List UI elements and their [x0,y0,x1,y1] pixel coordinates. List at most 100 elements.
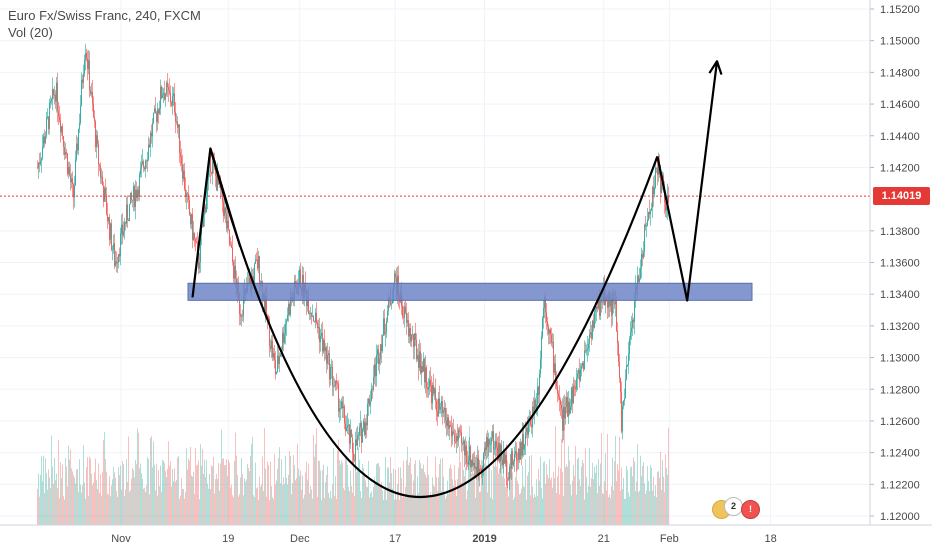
candle-body [420,351,421,373]
candle-body [361,423,362,443]
candle-body [480,468,481,470]
volume-bar [127,482,128,525]
candle-body [417,355,418,360]
drawings-layer[interactable] [191,60,723,499]
volume-bar [123,464,124,525]
price-axis-label: 1.12400 [880,448,920,460]
candle-body [217,173,218,191]
support-zone-layer[interactable] [187,282,753,301]
candle-body [98,144,99,165]
candle-body [162,94,163,99]
candle-body [435,388,436,401]
candle-body [101,176,102,178]
event-count-badge[interactable]: 2 [724,497,743,516]
volume-bar [531,455,532,525]
candle-body [577,373,578,378]
volume-bar [322,470,323,525]
candle-body [328,353,329,355]
candle-body [339,408,340,412]
volume-bar [116,490,117,525]
candle-body [433,385,434,394]
candle-body [337,383,338,385]
volume-bar [619,436,620,525]
volume-bar [224,465,225,525]
current-price-tag: 1.14019 [873,187,930,206]
candle-body [602,302,603,304]
volume-bar [423,464,424,525]
candle-body [538,386,539,396]
candle-body [243,295,244,317]
volume-bar [416,497,417,525]
volume-bar [635,491,636,525]
volume-bar [107,493,108,525]
volume-bar [505,487,506,525]
candle-body [562,409,563,431]
candle-body [66,152,67,154]
time-axis-label: 17 [389,533,401,545]
arrow-head-icon[interactable] [708,60,723,75]
volume-bar [611,485,612,525]
volume-bar [460,461,461,525]
support-resistance-zone[interactable] [187,282,753,301]
volume-bar [608,497,609,525]
volume-bar [451,468,452,525]
candle-body [521,442,522,456]
volume-bar [247,463,248,525]
candle-body [570,406,571,414]
volume-bar [56,473,57,525]
trend-line-drawing[interactable] [656,61,719,302]
volume-bar [111,485,112,525]
candle-body [553,342,554,373]
candle-body [41,157,42,161]
volume-bar [359,459,360,525]
volume-bar [430,491,431,525]
volume-bar [215,479,216,525]
volume-bar [535,496,536,525]
volume-bar [426,477,427,525]
dividend-event-icon[interactable]: ! [741,500,760,519]
price-axis-label: 1.13400 [880,289,920,301]
candle-body [498,443,499,461]
candle-body [60,120,61,133]
candle-body [514,453,515,462]
volume-bar [664,492,665,525]
volume-bar [487,492,488,525]
candle-body [438,398,439,417]
volume-bar [529,456,530,525]
candle-body [490,443,491,445]
candle-body [183,170,184,179]
candle-body [546,312,547,322]
volume-bar [461,482,462,525]
volume-bar [536,479,537,525]
volume-bar [556,492,557,525]
volume-bar [173,481,174,525]
volume-bar [76,469,77,525]
volume-bar [602,493,603,525]
volume-bar [126,459,127,525]
volume-bar [142,478,143,525]
candle-body [511,451,512,469]
symbol-title[interactable]: Euro Fx/Swiss Franc, 240, FXCM [8,8,201,23]
candle-body [643,251,644,258]
volume-bar [356,472,357,525]
candle-body [402,306,403,317]
volume-bar [668,427,669,525]
cup-pattern-curve[interactable] [209,148,659,499]
volume-bar [666,468,667,525]
candle-body [494,448,495,450]
candle-body [38,162,39,168]
volume-bar [242,474,243,525]
volume-indicator-label[interactable]: Vol (20) [8,25,53,40]
volume-bar [428,474,429,525]
volume-bar [498,473,499,525]
volume-bar [530,495,531,525]
volume-bar [98,463,99,525]
candle-body [372,388,373,390]
volume-bar [347,464,348,525]
candle-body [74,185,75,198]
candle-body [564,406,565,419]
volume-bar [649,491,650,525]
candle-body [390,298,391,305]
